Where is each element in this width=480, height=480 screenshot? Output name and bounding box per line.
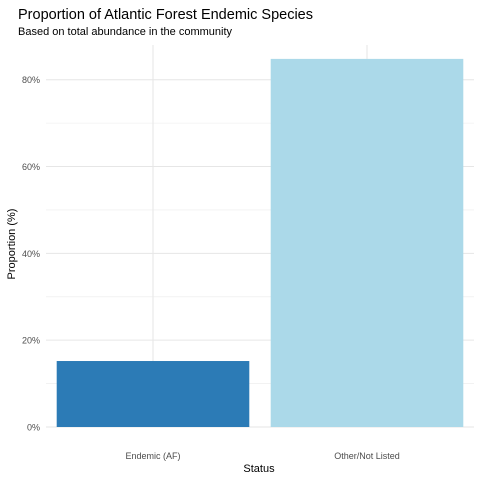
x-tick-label: Other/Not Listed (334, 451, 400, 461)
y-axis-label: Proportion (%) (6, 209, 18, 280)
bar (270, 58, 464, 428)
chart-subtitle: Based on total abundance in the communit… (18, 26, 233, 38)
y-tick-label: 20% (22, 336, 40, 346)
bar (56, 361, 250, 427)
x-axis-label: Status (243, 463, 275, 475)
y-axis-ticks: 0% 20% 40% 60% 80% (22, 75, 40, 432)
x-axis-ticks: Endemic (AF) Other/Not Listed (125, 451, 399, 461)
bars (56, 58, 464, 428)
y-tick-label: 0% (27, 423, 40, 433)
y-tick-label: 80% (22, 75, 40, 85)
chart-title: Proportion of Atlantic Forest Endemic Sp… (18, 7, 313, 23)
x-tick-label: Endemic (AF) (125, 451, 180, 461)
y-tick-label: 60% (22, 162, 40, 172)
y-tick-label: 40% (22, 249, 40, 259)
